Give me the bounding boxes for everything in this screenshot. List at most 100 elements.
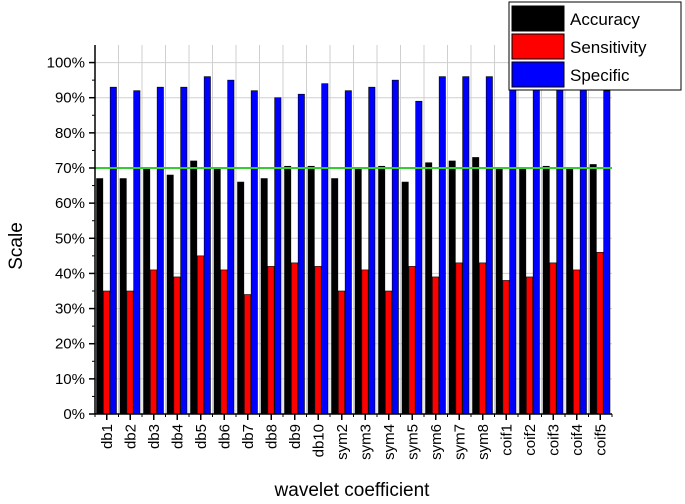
y-tick-label: 0%	[63, 406, 85, 423]
tick-labels: db1 db2 db3 db4 db5 db6 db7 db8 db9 db10 sym2 sym3 s…	[47, 55, 610, 460]
bar-specific-sym8	[485, 76, 493, 415]
bar-sensitivity-coif3	[549, 262, 557, 415]
x-tick-label-sym5: sym5	[404, 424, 421, 460]
bar-accuracy-db5	[190, 160, 198, 415]
x-tick-label-db7: db7	[240, 424, 257, 449]
y-tick-label: 80%	[55, 125, 85, 142]
bar-specific-sym7	[462, 76, 470, 415]
y-tick-label: 50%	[55, 230, 85, 247]
x-tick-label-db2: db2	[122, 424, 139, 449]
bar-sensitivity-db10	[314, 266, 322, 415]
bar-specific-coif4	[579, 86, 587, 415]
bar-accuracy-sym8	[472, 157, 480, 415]
bar-sensitivity-coif1	[502, 280, 510, 415]
bar-accuracy-sym5	[401, 181, 409, 415]
bar-sensitivity-sym5	[408, 266, 416, 415]
bar-sensitivity-db9	[291, 262, 298, 415]
bar-specific-coif2	[532, 76, 540, 415]
bar-sensitivity-sym3	[361, 269, 369, 415]
bar-sensitivity-sym8	[479, 262, 486, 415]
bar-sensitivity-sym6	[432, 276, 439, 415]
bar-specific-sym6	[438, 76, 446, 415]
bar-accuracy-db6	[213, 167, 221, 415]
legend-swatch-sensitivity	[511, 33, 565, 60]
bar-accuracy-coif4	[566, 167, 574, 415]
bar-accuracy-db4	[166, 174, 174, 415]
x-tick-label-sym2: sym2	[334, 424, 351, 460]
x-tick-label-sym8: sym8	[475, 424, 492, 460]
x-tick-label-db1: db1	[99, 424, 116, 449]
bar-sensitivity-sym4	[385, 290, 392, 415]
bar-accuracy-db1	[96, 178, 104, 415]
x-axis-label: wavelet coefficient	[274, 480, 431, 501]
bar-specific-sym5	[415, 100, 423, 415]
bar-accuracy-db10	[307, 165, 315, 415]
bar-accuracy-db7	[237, 181, 245, 415]
bar-accuracy-sym2	[331, 178, 339, 415]
bar-accuracy-coif5	[589, 164, 597, 415]
x-tick-label-db5: db5	[193, 424, 210, 449]
bar-sensitivity-coif2	[526, 276, 533, 415]
x-tick-label-coif4: coif4	[569, 424, 586, 456]
bar-specific-coif1	[509, 76, 517, 415]
bar-specific-db3	[156, 86, 164, 415]
y-tick-label: 100%	[47, 55, 85, 72]
bar-accuracy-sym7	[448, 160, 456, 415]
y-tick-label: 20%	[55, 336, 85, 353]
legend-label-accuracy: Accuracy	[570, 10, 640, 29]
bar-specific-sym3	[368, 86, 376, 415]
bar-sensitivity-coif4	[573, 269, 580, 415]
bar-sensitivity-coif5	[596, 252, 604, 415]
bar-sensitivity-sym7	[455, 262, 463, 415]
x-tick-label-db8: db8	[263, 424, 280, 449]
legend-label-specific: Specific	[570, 66, 630, 85]
bar-specific-db1	[109, 86, 117, 415]
bar-accuracy-db2	[119, 178, 127, 415]
x-tick-label-db4: db4	[169, 424, 186, 449]
y-tick-label: 90%	[55, 90, 85, 107]
bar-accuracy-sym4	[378, 165, 386, 415]
legend: Accuracy Sensitivity Specific	[508, 1, 682, 91]
axes	[89, 45, 613, 420]
x-tick-label-db9: db9	[287, 424, 304, 449]
x-tick-label-sym4: sym4	[381, 424, 398, 460]
x-tick-label-sym7: sym7	[451, 424, 468, 460]
x-tick-label-coif3: coif3	[545, 424, 562, 456]
x-tick-label-coif1: coif1	[498, 424, 515, 456]
bar-specific-coif3	[556, 86, 564, 415]
y-tick-label: 60%	[55, 195, 85, 212]
bar-sensitivity-db4	[173, 276, 181, 415]
bar-specific-db10	[321, 83, 329, 415]
bar-accuracy-db9	[284, 165, 292, 415]
bar-sensitivity-db1	[103, 290, 110, 415]
legend-swatch-specific	[511, 61, 565, 88]
x-tick-label-coif2: coif2	[522, 424, 539, 456]
x-tick-label-db3: db3	[146, 424, 163, 449]
x-tick-label-sym3: sym3	[357, 424, 374, 460]
bar-sensitivity-db7	[244, 294, 251, 415]
bar-accuracy-db8	[260, 178, 268, 415]
bar-specific-db6	[227, 79, 235, 415]
y-tick-label: 30%	[55, 301, 85, 318]
bar-specific-db4	[180, 86, 188, 415]
bar-accuracy-coif3	[542, 165, 550, 415]
bar-accuracy-coif1	[495, 167, 503, 415]
bar-accuracy-sym3	[354, 167, 362, 415]
bar-specific-db9	[297, 93, 305, 415]
legend-swatch-accuracy	[511, 5, 565, 32]
y-tick-label: 40%	[55, 265, 85, 282]
bar-accuracy-coif2	[519, 167, 527, 415]
bar-accuracy-sym6	[425, 162, 433, 415]
y-axis-label: Scale	[6, 222, 27, 270]
bar-specific-sym4	[391, 79, 399, 415]
bar-sensitivity-db5	[197, 255, 204, 415]
x-tick-label-db6: db6	[216, 424, 233, 449]
bar-specific-coif5	[603, 90, 611, 415]
legend-label-sensitivity: Sensitivity	[570, 38, 647, 57]
bar-sensitivity-sym2	[338, 290, 345, 415]
x-tick-label-db10: db10	[310, 424, 327, 457]
x-tick-label-sym6: sym6	[428, 424, 445, 460]
bar-sensitivity-db2	[126, 290, 134, 415]
y-tick-label: 10%	[55, 371, 85, 388]
bar-specific-db7	[250, 90, 258, 415]
